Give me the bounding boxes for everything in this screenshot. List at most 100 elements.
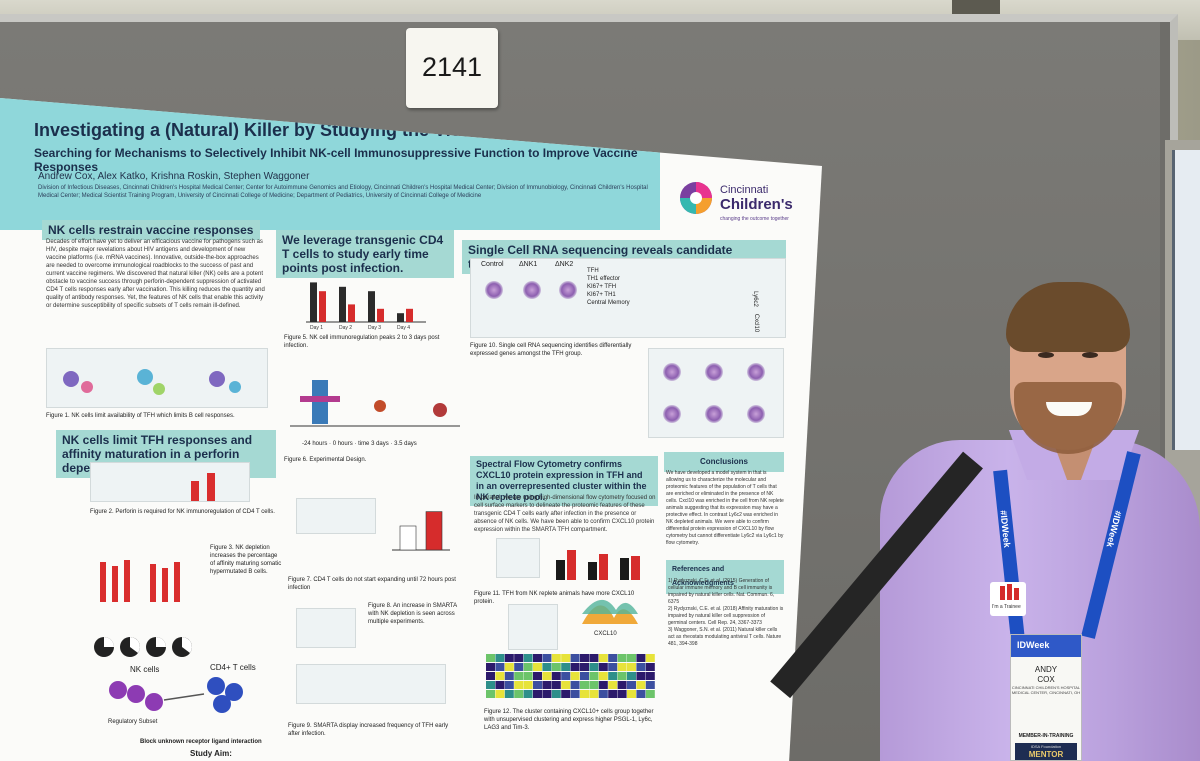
gene-label-ly6c2: Ly6c2 — [751, 291, 758, 307]
heatmap-cell — [495, 672, 505, 680]
poster-affiliations: Division of Infectious Diseases, Cincinn… — [38, 185, 648, 199]
timeline-point-2: 0 hours — [332, 441, 353, 447]
heatmap-cell — [561, 690, 571, 698]
figure-5-caption: Figure 5. NK cell immunoregulation peaks… — [284, 335, 440, 349]
heatmap-cell — [636, 654, 646, 662]
badge-footer: IDSA Foundation MENTOR — [1015, 743, 1077, 760]
section-body-spectral: In parallel, we are using high-dimension… — [474, 495, 656, 533]
figure-7-flow-plots — [296, 498, 376, 534]
cluster-legend: TFH TH1 effector KI67+ TFH KI67+ TH1 Cen… — [587, 267, 657, 307]
poster-header: Investigating a (Natural) Killer by Stud… — [0, 98, 660, 230]
figure-11-histogram — [496, 538, 540, 578]
heatmap-cell — [608, 681, 618, 689]
heatmap-cell — [636, 681, 646, 689]
figure-5-bar-chart: Day 1 Day 2 Day 3 Day 4 — [306, 282, 426, 330]
research-poster: Investigating a (Natural) Killer by Stud… — [0, 98, 822, 761]
heatmap-cell — [542, 690, 552, 698]
heatmap-cell — [542, 663, 552, 671]
fig5-bar — [397, 313, 404, 322]
heatmap-cell — [533, 672, 542, 680]
presenter-eye-left — [1038, 352, 1054, 358]
heatmap-cell — [580, 681, 589, 689]
badge-brand: IDWeek — [1017, 640, 1050, 650]
badge-member-type: MEMBER-IN-TRAINING — [1018, 733, 1074, 739]
heatmap-cell — [589, 681, 599, 689]
heatmap-cell — [627, 681, 636, 689]
hands-icon — [1000, 584, 1019, 600]
heatmap-cell — [608, 672, 618, 680]
booth-number: 2141 — [421, 52, 483, 82]
feature-plot-6 — [747, 405, 765, 423]
figure-2-bar-1 — [191, 481, 199, 501]
section-body-conclusions: We have developed a model system in that… — [666, 470, 784, 546]
reference-3: 3) Waggoner, S.N. et al. (2011) Natural … — [668, 627, 782, 647]
heatmap-cell — [486, 654, 495, 662]
logo-text-line2: Children's — [720, 196, 793, 213]
group-label-control: Control — [481, 261, 504, 268]
heatmap-cell — [598, 672, 608, 680]
fig11-bar — [567, 550, 576, 580]
fig5-bar — [368, 291, 375, 322]
figure-7-caption: Figure 7. CD4 T cells do not start expan… — [288, 577, 456, 591]
heatmap-cell — [645, 672, 655, 680]
heatmap-cell — [542, 672, 552, 680]
heatmap-cell — [514, 672, 524, 680]
fig5-tick-label: Day 1 — [310, 325, 323, 330]
nk-cells-label: NK cells — [130, 665, 160, 674]
badge-first-name: ANDY — [1034, 665, 1058, 674]
heatmap-cell — [608, 663, 618, 671]
heatmap-cell — [551, 681, 561, 689]
section-heading-transgenic: We leverage transgenic CD4 T cells to st… — [276, 230, 454, 278]
umap-dnk1 — [523, 281, 541, 299]
heatmap-cell — [570, 672, 580, 680]
heatmap-cell — [589, 654, 599, 662]
cd4-cells-label: CD4+ T cells — [210, 663, 256, 672]
feature-plot-4 — [663, 405, 681, 423]
figure-2-panels — [90, 462, 250, 502]
fig11-bar — [599, 554, 608, 580]
figure-12-heatmap — [486, 654, 655, 698]
neighbor-poster — [1172, 150, 1200, 450]
booth-number-tag: 2141 — [406, 28, 498, 108]
heatmap-cell — [570, 690, 580, 698]
umap-dnk2 — [559, 281, 577, 299]
badge-footer-org: IDSA Foundation — [1030, 744, 1062, 749]
fig5-bar — [339, 286, 346, 322]
figure-7-bar-chart — [392, 511, 450, 551]
reference-2: 2) Rydyznski, C.E. et al. (2018) Affinit… — [668, 606, 784, 626]
heatmap-cell — [523, 681, 533, 689]
heatmap-cell — [617, 663, 627, 671]
fig5-bar — [348, 304, 355, 322]
feature-plot-2 — [705, 363, 723, 381]
section-heading-nk-restrain: NK cells restrain vaccine responses — [42, 220, 260, 240]
fig11-bar — [631, 556, 640, 580]
figure-12-caption: Figure 12. The cluster containing CXCL10… — [484, 709, 654, 731]
fig7-bar — [399, 525, 417, 551]
section-heading-references: References and Acknowledgments — [666, 560, 784, 594]
heatmap-cell — [636, 672, 646, 680]
figure-6-experimental-design — [290, 380, 460, 427]
heatmap-cell — [504, 672, 514, 680]
poster-authors: Andrew Cox, Alex Katko, Krishna Roskin, … — [38, 171, 310, 182]
figure-10-caption: Figure 10. Single cell RNA sequencing id… — [470, 343, 632, 357]
figure-2-bar-2 — [207, 473, 215, 501]
heatmap-cell — [523, 654, 533, 662]
section-body-nk-restrain: Decades of effort have yet to deliver an… — [46, 239, 265, 309]
heatmap-cell — [636, 690, 646, 698]
feature-plot-3 — [747, 363, 765, 381]
heatmap-cell — [570, 681, 580, 689]
heatmap-cell — [645, 654, 655, 662]
heatmap-cell — [580, 672, 589, 680]
heatmap-cell — [551, 690, 561, 698]
heatmap-cell — [533, 654, 542, 662]
heatmap-cell — [514, 654, 524, 662]
heatmap-cell — [589, 672, 599, 680]
heatmap-cell — [598, 654, 608, 662]
heatmap-cell — [551, 672, 561, 680]
group-label-dnk1: ΔNK1 — [519, 261, 538, 268]
legend-tfh: TFH — [587, 268, 599, 274]
pinwheel-logo-icon — [680, 182, 712, 214]
heatmap-cell — [495, 690, 505, 698]
trainee-pin-label: I'm a Trainee — [992, 604, 1021, 610]
presenter-hair — [1006, 282, 1130, 352]
